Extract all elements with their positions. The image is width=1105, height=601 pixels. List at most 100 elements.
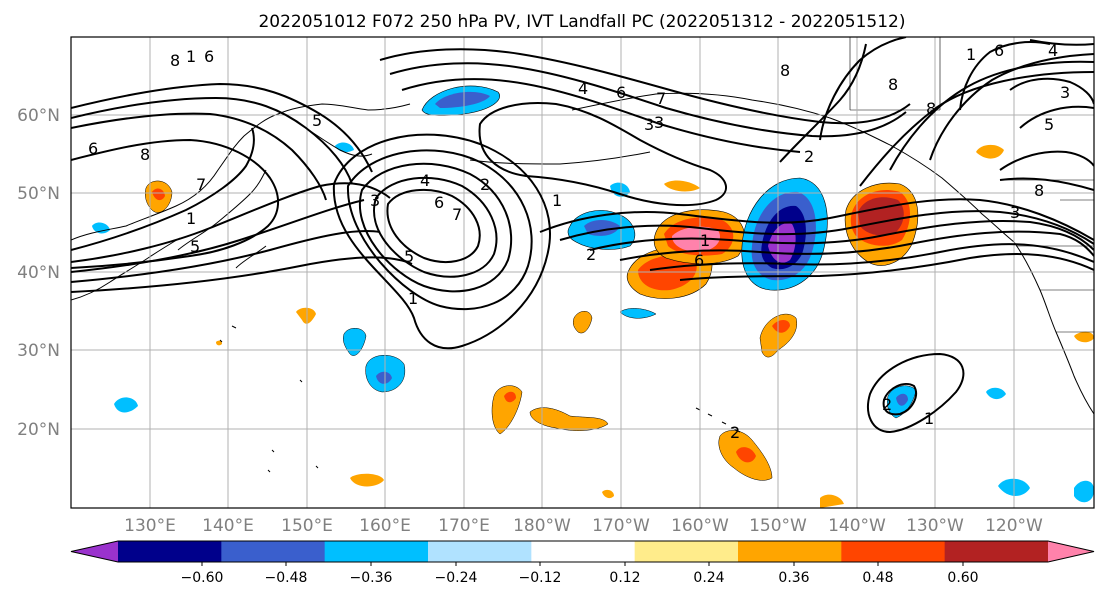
positive-anomaly-core — [736, 447, 756, 463]
pv-contour — [859, 71, 1094, 187]
contour-label: 2 — [730, 423, 740, 442]
lat-tick-label: 60°N — [17, 106, 60, 126]
contour-label: 5 — [190, 237, 200, 256]
pv-contour — [929, 53, 1094, 161]
pv-contour — [779, 43, 867, 163]
pv-contour — [559, 210, 1094, 245]
colorbar-segment — [428, 541, 532, 562]
colorbar-tick-label: 0.24 — [693, 570, 724, 586]
colorbar-tick-label: −0.48 — [265, 570, 308, 586]
contour-label: 8 — [926, 99, 936, 118]
lon-tick-label: 150°E — [281, 516, 333, 536]
contour-label: 1 — [186, 47, 196, 66]
contour-label: 8 — [888, 75, 898, 94]
pv-contour — [1009, 77, 1094, 105]
borders — [849, 37, 941, 111]
contour-label: 2 — [882, 395, 892, 414]
positive-anomaly-region — [216, 340, 222, 346]
positive-anomaly-region — [820, 494, 844, 508]
map-panel: 8 1 6 8 7 6 1 3 2 1 4 6 7 5 5 3 1 2 1 3 — [17, 36, 1095, 536]
pv-contour — [882, 382, 918, 416]
pv-contour — [386, 188, 481, 263]
positive-anomaly-region — [350, 473, 384, 487]
asia-coastline — [71, 237, 181, 301]
lat-tick-label: 30°N — [17, 341, 60, 361]
pacific-islands — [219, 325, 319, 473]
lat-tick-label: 50°N — [17, 184, 60, 204]
positive-anomaly-region — [1074, 331, 1094, 343]
contour-label: 6 — [694, 251, 704, 270]
contour-label: 6 — [204, 47, 214, 66]
negative-anomaly-core — [896, 393, 908, 406]
colorbar-segment — [221, 541, 326, 562]
pv-contour — [478, 102, 727, 207]
pv-contour — [71, 229, 381, 283]
negative-anomaly-region — [114, 397, 138, 413]
contour-label: 8 — [170, 51, 180, 70]
contour-label: 8 — [780, 61, 790, 80]
contour-label: 6 — [994, 41, 1004, 60]
contour-label: 1 — [552, 191, 562, 210]
pv-contour — [999, 177, 1094, 191]
positive-anomaly-region — [529, 407, 609, 431]
lat-tick-labels: 60°N 50°N 40°N 30°N 20°N — [17, 106, 60, 440]
pv-contour — [889, 60, 1094, 171]
contour-label: 5 — [404, 247, 414, 266]
contour-label: 2 — [804, 147, 814, 166]
colorbar-tick-labels: −0.60 −0.48 −0.36 −0.24 −0.12 0.12 0.24 … — [181, 570, 979, 586]
negative-anomaly-core — [435, 91, 490, 108]
hawaii-islands — [695, 407, 741, 433]
contour-label: 4 — [578, 79, 588, 98]
pv-contour — [71, 96, 353, 185]
negative-anomaly-region — [619, 308, 657, 319]
colorbar-extend-low — [71, 541, 118, 562]
lon-tick-label: 130°E — [124, 516, 176, 536]
colorbar-outline — [70, 540, 1095, 563]
colorbar-segment — [841, 541, 946, 562]
colorbar-ticks — [201, 562, 964, 566]
contour-label: 2 — [586, 245, 596, 264]
pv-contour — [71, 112, 327, 201]
colorbar-segment — [944, 541, 1049, 562]
contour-label: 1 — [186, 209, 196, 228]
lon-tick-label: 160°W — [671, 516, 729, 536]
colorbar-segment — [324, 541, 429, 562]
gridlines — [71, 37, 1094, 508]
contour-label: 8 — [140, 145, 150, 164]
contour-label: 7 — [196, 175, 206, 194]
lon-tick-label: 160°E — [359, 516, 411, 536]
aleutian-islands — [469, 151, 651, 165]
pv-contour — [589, 219, 1094, 251]
pv-contour — [401, 78, 801, 153]
contour-label: 3 — [1060, 83, 1070, 102]
colorbar-segment — [118, 541, 222, 562]
pv-contour — [649, 243, 1094, 271]
lon-tick-labels: 130°E 140°E 150°E 160°E 170°E 180°W 170°… — [124, 516, 1043, 536]
contour-labels: 8 1 6 8 7 6 1 3 2 1 4 6 7 5 5 3 1 2 1 3 — [88, 41, 1070, 442]
positive-anomaly-region — [976, 144, 1004, 159]
japan-coastline — [177, 169, 267, 269]
colorbar-tick-label: 0.12 — [609, 570, 640, 586]
negative-anomaly-core — [376, 371, 392, 384]
contour-label: 6 — [616, 83, 626, 102]
asia-coastline — [71, 103, 411, 241]
pv-contour — [999, 150, 1094, 171]
contour-label: 5 — [312, 111, 322, 130]
pv-contour — [379, 48, 911, 125]
contour-label: 3 — [370, 191, 380, 210]
contour-label: 5 — [1044, 115, 1054, 134]
negative-anomaly-region — [92, 222, 110, 234]
contour-label: 1 — [408, 289, 418, 308]
lon-tick-label: 140°W — [828, 516, 886, 536]
negative-anomaly-region — [343, 328, 367, 356]
contour-label: 7 — [656, 89, 666, 108]
lon-tick-label: 130°W — [906, 516, 964, 536]
lon-tick-label: 170°W — [592, 516, 650, 536]
positive-anomaly-region — [602, 489, 614, 499]
lon-tick-label: 120°W — [985, 516, 1043, 536]
pv-contour — [539, 198, 1094, 241]
contour-label: 4 — [1048, 41, 1058, 60]
figure-title: 2022051012 F072 250 hPa PV, IVT Landfall… — [258, 12, 905, 32]
colorbar-tick-label: 0.36 — [778, 570, 809, 586]
